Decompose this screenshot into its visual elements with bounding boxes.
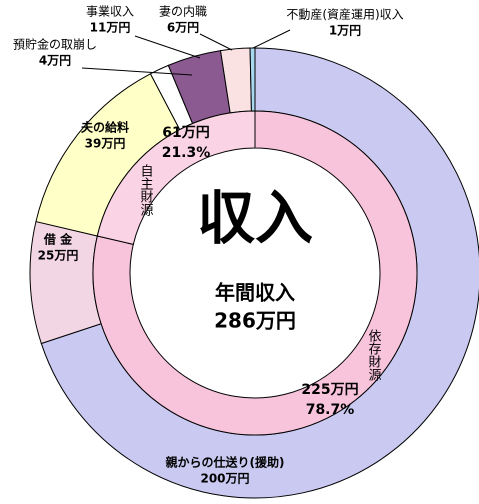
ring-percent: 78.7%: [306, 402, 355, 418]
center-title: 収入: [197, 184, 313, 252]
donut-segment: [92, 110, 418, 436]
segment-value: 1万円: [329, 24, 361, 38]
segment-value: 25万円: [38, 249, 79, 263]
segment-name: 借 金: [43, 232, 73, 247]
segment-value: 4万円: [39, 54, 71, 68]
segment-value: 6万円: [167, 21, 199, 35]
donut-segment: [249, 47, 256, 112]
ring-value: 225万円: [301, 382, 358, 398]
leader-line: [81, 67, 193, 76]
segment-value: 11万円: [90, 21, 131, 35]
segment-name: 事業収入: [86, 5, 134, 19]
leader-line: [134, 35, 201, 59]
segment-name: 親からの仕送り(援助): [166, 455, 285, 470]
ring-name: 依存財源: [366, 329, 382, 381]
donut-segment: [96, 110, 256, 246]
ring-value: 61万円: [162, 125, 209, 141]
center-total: 286万円: [214, 309, 296, 333]
segment-name: 妻の内職: [159, 5, 207, 19]
leader-line: [252, 29, 291, 49]
segment-name: 不動産(資産運用)収入: [286, 7, 403, 22]
segment-name: 夫の給料: [80, 120, 129, 135]
ring-name: 自主財源: [138, 164, 154, 216]
leader-line: [199, 33, 233, 51]
ring-percent: 21.3%: [162, 145, 211, 161]
center-label: 年間収入: [215, 281, 295, 305]
segment-name: 預貯金の取崩し: [13, 37, 97, 52]
segment-value: 200万円: [200, 472, 249, 486]
segment-value: 39万円: [85, 137, 126, 151]
